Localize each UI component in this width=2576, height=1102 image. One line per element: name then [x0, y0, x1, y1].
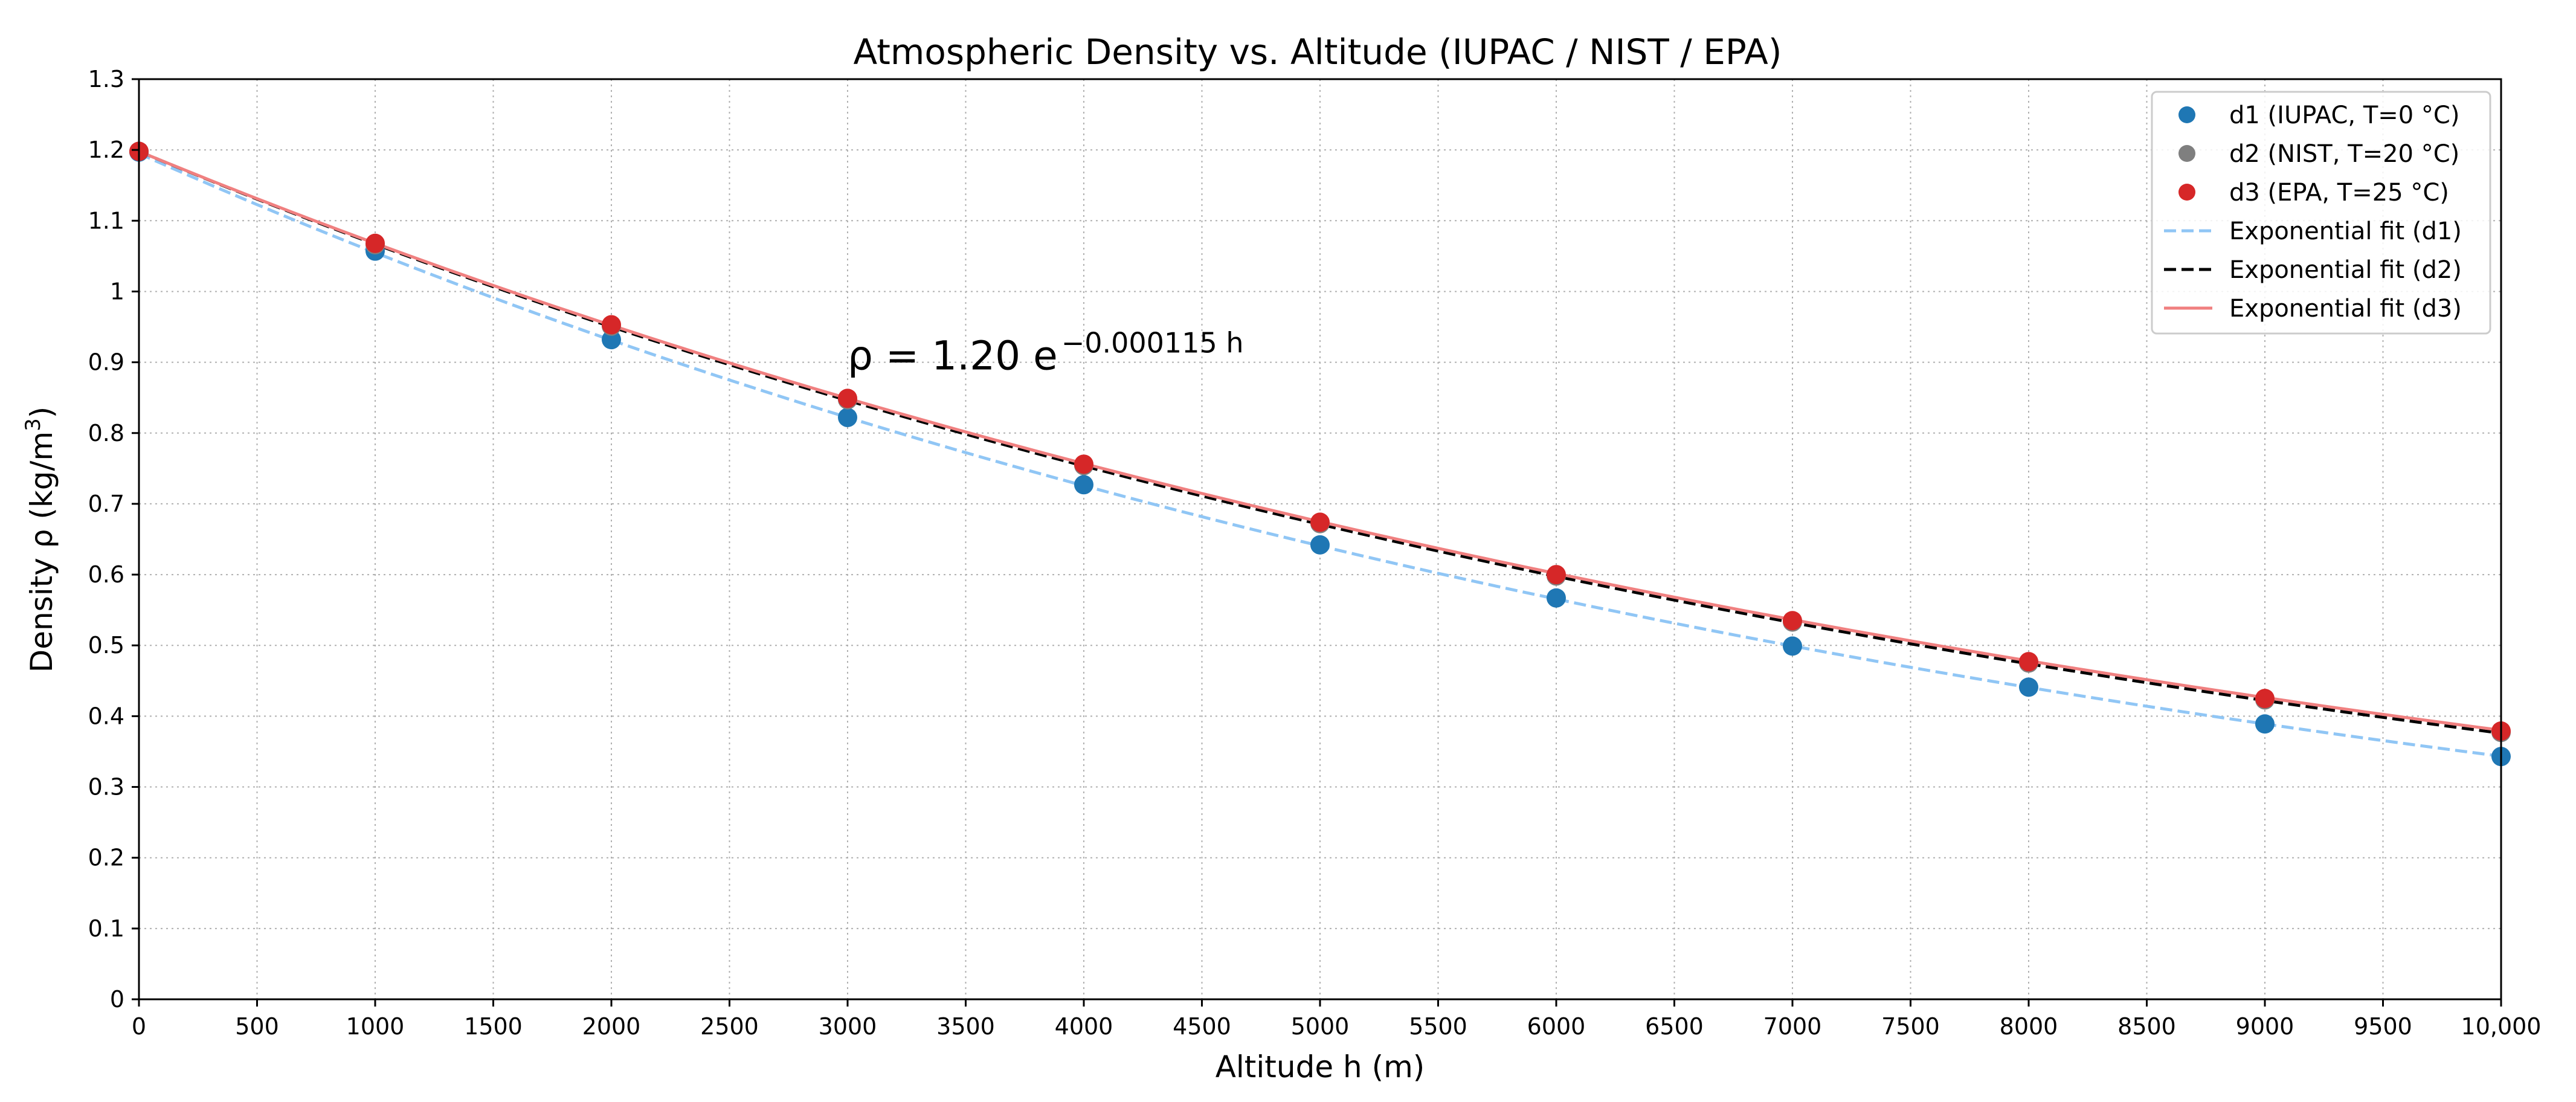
y-tick-label: 1.3 — [88, 66, 124, 92]
fit-equation-main: ρ = 1.20 e — [848, 332, 1058, 379]
legend-box — [2151, 91, 2491, 335]
data-point — [1310, 512, 1330, 532]
x-tick-label: 500 — [235, 1013, 279, 1040]
y-tick-label: 0.8 — [88, 420, 124, 446]
x-tick-label: 10,000 — [2461, 1013, 2542, 1040]
y-axis-label-close: ) — [24, 407, 59, 419]
x-tick-label: 1500 — [464, 1013, 523, 1040]
data-point — [838, 388, 857, 408]
x-tick-label: 1000 — [346, 1013, 405, 1040]
x-axis-ticks: 0 500 1000 1500 2000 2500 3000 3500 4000 4500 5000… — [132, 999, 2542, 1040]
legend-label: d2 (NIST, T=20 °C) — [2229, 140, 2459, 168]
x-tick-label: 0 — [132, 1013, 146, 1040]
y-tick-label: 0.9 — [88, 349, 124, 376]
data-point — [838, 407, 857, 427]
legend-marker — [2178, 184, 2195, 201]
x-tick-label: 4500 — [1173, 1013, 1231, 1040]
x-tick-label: 9000 — [2236, 1013, 2294, 1040]
y-tick-label: 0.1 — [88, 915, 124, 942]
legend-label: Exponential fit (d1) — [2229, 218, 2462, 245]
x-tick-label: 4000 — [1055, 1013, 1113, 1040]
y-tick-label: 0 — [110, 986, 124, 1013]
x-tick-label: 5000 — [1291, 1013, 1350, 1040]
x-tick-label: 2000 — [582, 1013, 641, 1040]
legend-label: Exponential fit (d3) — [2229, 295, 2462, 323]
x-tick-label: 2500 — [700, 1013, 759, 1040]
data-point — [1074, 454, 1093, 474]
y-tick-label: 0.7 — [88, 491, 124, 517]
y-tick-label: 0.5 — [88, 632, 124, 659]
x-tick-label: 9500 — [2354, 1013, 2412, 1040]
x-tick-label: 3000 — [819, 1013, 877, 1040]
legend-items: d1 (IUPAC, T=0 °C) d2 (NIST, T=20 °C) d3 (… — [2164, 102, 2462, 323]
legend-label: d3 (EPA, T=25 °C) — [2229, 179, 2449, 207]
data-point — [1310, 535, 1330, 555]
y-tick-label: 1.2 — [88, 137, 124, 163]
x-tick-label: 7000 — [1763, 1013, 1822, 1040]
y-axis-label-main: Density ρ (kg/m — [24, 431, 59, 672]
data-point — [2255, 689, 2275, 709]
data-point — [2019, 677, 2038, 697]
fit-equation-annotation: ρ = 1.20 e −0.000115 h — [848, 326, 1244, 379]
data-point — [365, 233, 385, 253]
legend-label: d1 (IUPAC, T=0 °C) — [2229, 102, 2459, 129]
x-tick-label: 8000 — [2000, 1013, 2058, 1040]
y-tick-label: 0.2 — [88, 845, 124, 871]
x-tick-label: 6000 — [1527, 1013, 1586, 1040]
x-tick-label: 3500 — [936, 1013, 995, 1040]
data-point — [1547, 565, 1566, 585]
y-tick-label: 0.3 — [88, 774, 124, 801]
y-tick-label: 1 — [110, 278, 124, 304]
data-point — [2019, 652, 2038, 672]
x-tick-label: 7500 — [1881, 1013, 1940, 1040]
legend: d1 (IUPAC, T=0 °C) d2 (NIST, T=20 °C) d3 (… — [2151, 91, 2491, 335]
legend-marker — [2178, 106, 2195, 123]
data-point — [602, 315, 621, 335]
x-tick-label: 5500 — [1409, 1013, 1467, 1040]
y-tick-label: 0.4 — [88, 703, 124, 729]
y-tick-label: 1.1 — [88, 207, 124, 234]
data-point — [1074, 475, 1093, 495]
data-point — [1547, 588, 1566, 608]
data-point — [1783, 636, 1802, 656]
data-point — [1783, 611, 1802, 631]
data-points — [129, 141, 2511, 767]
y-tick-label: 0.6 — [88, 561, 124, 588]
data-point — [2255, 714, 2275, 734]
chart-title: Atmospheric Density vs. Altitude (IUPAC … — [854, 31, 1782, 72]
x-tick-label: 8500 — [2117, 1013, 2176, 1040]
x-axis-label: Altitude h (m) — [1216, 1049, 1425, 1084]
legend-marker — [2178, 145, 2195, 162]
y-axis-label: Density ρ (kg/m3) — [21, 407, 59, 673]
y-axis-ticks: 0 0.1 0.2 0.3 0.4 0.5 0.6 0.7 0.8 0.9 1 1.1 1.2 1.3 — [88, 66, 139, 1013]
fit-equation-exponent: −0.000115 h — [1061, 326, 1244, 359]
legend-label: Exponential fit (d2) — [2229, 256, 2462, 284]
data-point — [602, 330, 621, 350]
x-tick-label: 6500 — [1645, 1013, 1704, 1040]
y-axis-label-sup: 3 — [21, 418, 45, 431]
